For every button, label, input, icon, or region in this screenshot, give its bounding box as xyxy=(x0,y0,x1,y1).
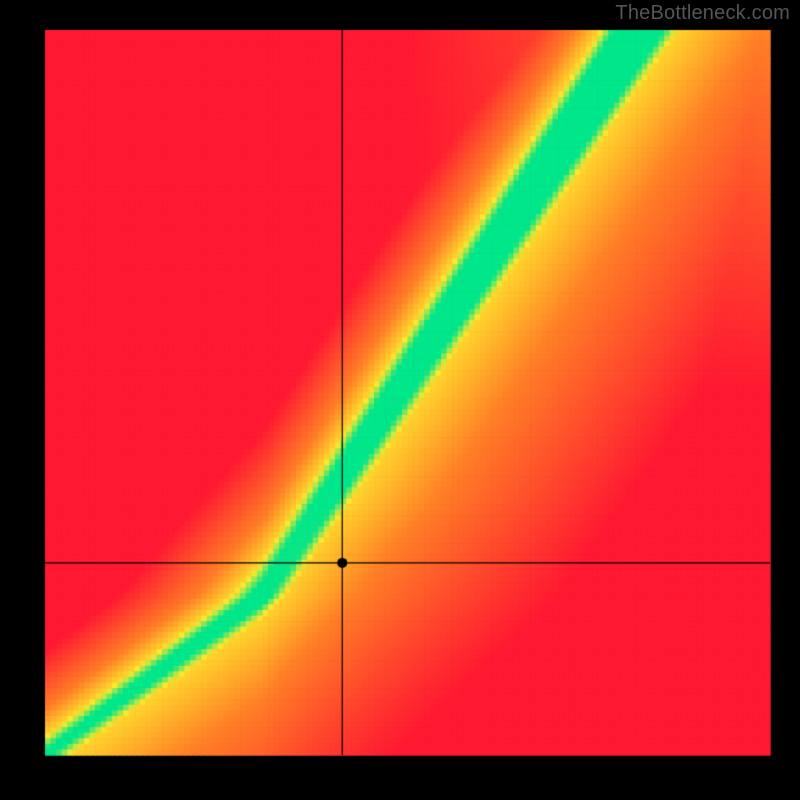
heatmap-canvas xyxy=(0,0,800,800)
watermark-text: TheBottleneck.com xyxy=(615,2,790,25)
